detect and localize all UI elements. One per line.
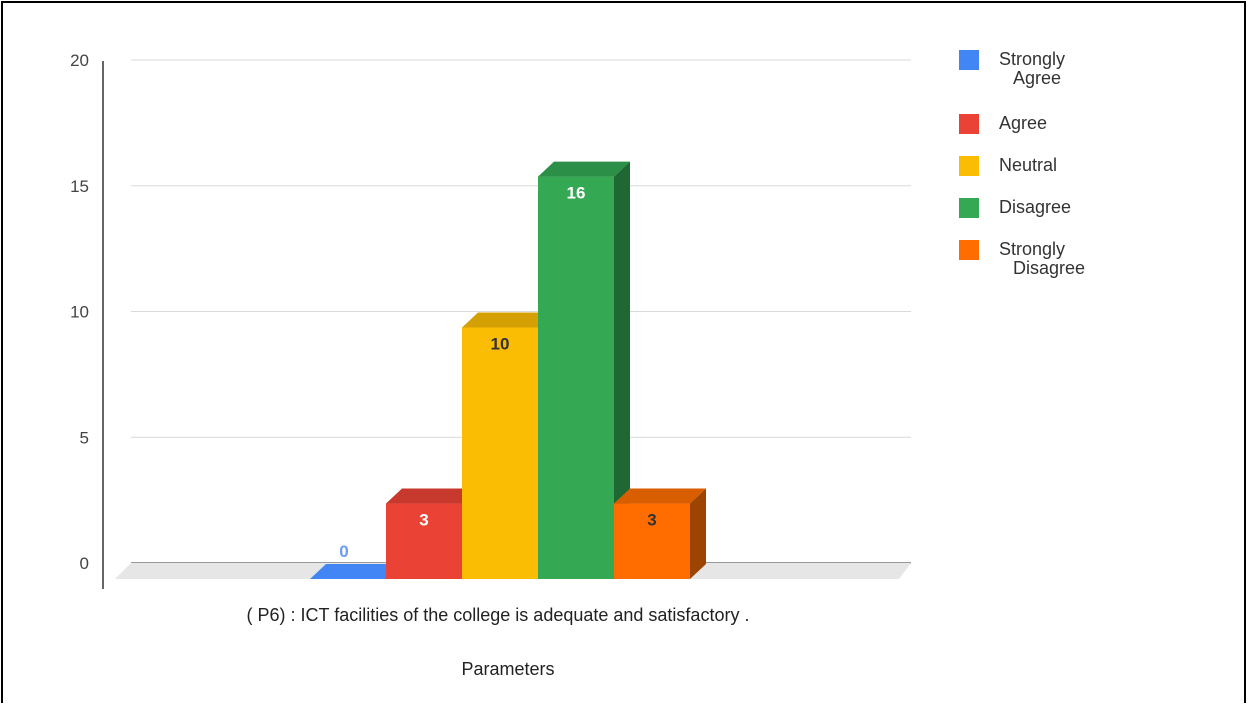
legend-label: Strongly (999, 49, 1065, 69)
y-tick-label: 0 (80, 554, 89, 573)
bar-chart: 0 5 10 15 20 0 3 10 16 3 ( P6) : ICT facilities … (3, 3, 1248, 705)
bar-front (538, 177, 614, 579)
legend-item: Neutral (959, 155, 1057, 176)
x-axis-title: Parameters (461, 659, 554, 679)
bar-strongly-disagree (614, 489, 706, 579)
bar-top (614, 489, 706, 504)
legend-label: Agree (999, 113, 1047, 133)
data-label: 16 (567, 184, 586, 203)
y-tick-label: 5 (80, 428, 89, 447)
bar-front (462, 328, 538, 580)
legend-swatch (959, 198, 979, 218)
legend-label: Neutral (999, 155, 1057, 175)
legend-swatch (959, 156, 979, 176)
data-label: 3 (419, 511, 428, 530)
category-label: ( P6) : ICT facilities of the college is… (247, 605, 750, 625)
legend-swatch (959, 240, 979, 260)
legend-item: Disagree (959, 197, 1071, 218)
legend-item: Agree (959, 113, 1047, 134)
legend-label: Agree (1013, 68, 1061, 88)
legend: StronglyAgreeAgreeNeutralDisagreeStrongl… (959, 49, 1085, 278)
bar-side (690, 489, 706, 579)
legend-swatch (959, 114, 979, 134)
data-label: 0 (339, 542, 348, 561)
data-label: 3 (647, 511, 656, 530)
y-tick-label: 20 (70, 51, 89, 70)
legend-label: Disagree (999, 197, 1071, 217)
bar-top (538, 162, 630, 177)
legend-swatch (959, 50, 979, 70)
y-tick-label: 15 (70, 177, 89, 196)
data-label: 10 (491, 335, 510, 354)
legend-label: Strongly (999, 239, 1065, 259)
legend-label: Disagree (1013, 258, 1085, 278)
y-tick-label: 10 (70, 303, 89, 322)
